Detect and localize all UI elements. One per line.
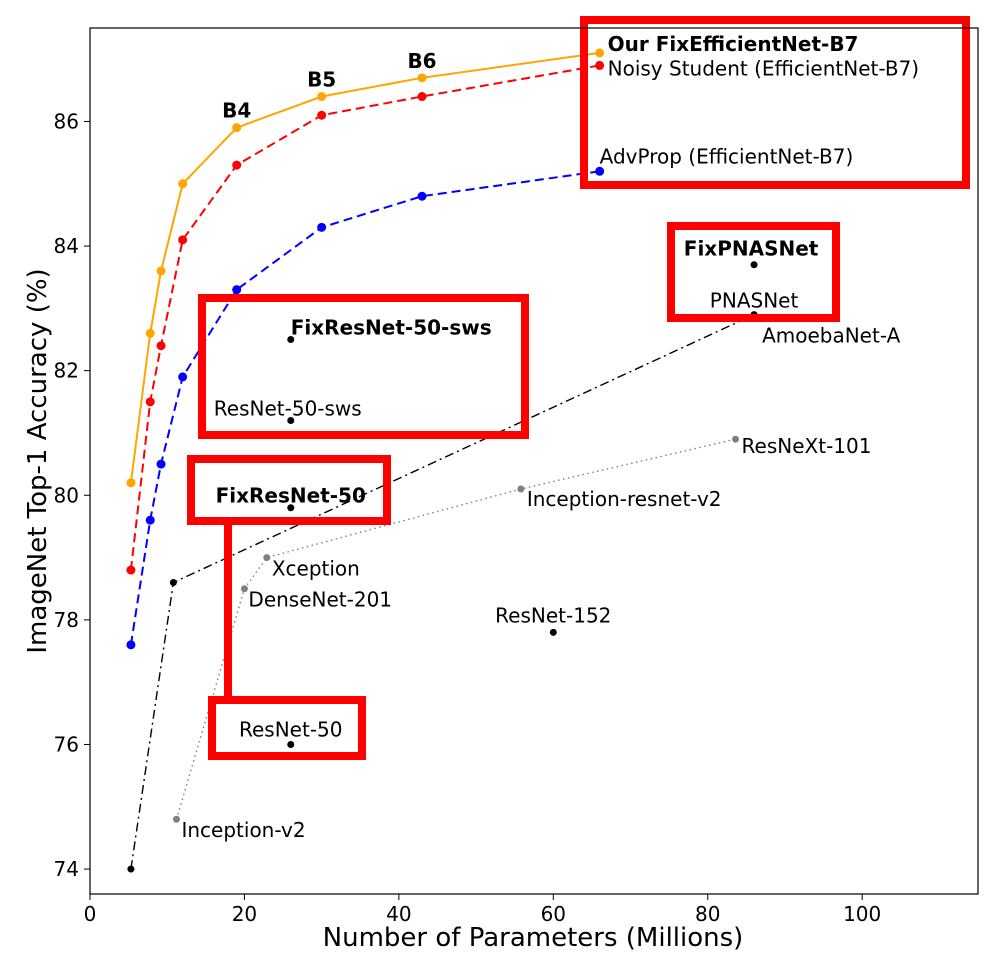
highlight-box-resnet50 — [208, 696, 366, 760]
series-point — [595, 60, 605, 70]
series-point — [317, 222, 327, 232]
series-line-1 — [129, 64, 600, 571]
model-point — [287, 417, 295, 425]
x-axis-title: Number of Parameters (Millions) — [323, 923, 744, 953]
highlight-boxes — [187, 16, 970, 760]
series-point — [517, 485, 525, 493]
annotation-label: ResNeXt-101 — [742, 434, 872, 458]
series-point — [240, 585, 248, 593]
series-point — [126, 478, 136, 488]
series-point — [126, 565, 136, 575]
series-point — [127, 865, 135, 873]
annotation-label: FixResNet-50 — [216, 484, 366, 508]
series-point — [417, 92, 427, 102]
highlight-box-efficientnet — [580, 16, 970, 189]
series-point — [595, 48, 605, 58]
model-point — [287, 504, 295, 512]
x-tick-label: 20 — [232, 902, 257, 926]
plot-area-frame — [89, 27, 979, 895]
highlight-box-pnasnet — [667, 222, 840, 322]
series-line-0 — [129, 51, 600, 483]
annotation-label: Inception-v2 — [181, 818, 305, 842]
series-point — [178, 372, 188, 382]
data-points — [126, 48, 758, 873]
annotation-label: ResNet-50-sws — [214, 397, 362, 421]
series-point — [126, 640, 136, 650]
series-point — [732, 435, 740, 443]
series-point — [232, 160, 242, 170]
y-tick-label: 78 — [54, 608, 79, 632]
annotation-label: FixPNASNet — [684, 237, 819, 261]
annotation-label: DenseNet-201 — [248, 588, 392, 612]
series-point — [169, 578, 177, 586]
series-point — [317, 110, 327, 120]
annotation-label: Inception-resnet-v2 — [527, 487, 722, 511]
annotation-label: ResNet-50 — [239, 717, 343, 741]
series-lines — [129, 51, 755, 870]
model-point — [750, 261, 758, 269]
series-point — [417, 191, 427, 201]
x-tick-label: 60 — [541, 902, 566, 926]
y-tick-label: 82 — [54, 359, 79, 383]
series-point — [145, 397, 155, 407]
annotation-label: B5 — [307, 68, 336, 92]
series-point — [145, 328, 155, 338]
annotation-label: Noisy Student (EfficientNet-B7) — [608, 56, 919, 80]
series-point — [595, 166, 605, 176]
series-line-4 — [175, 438, 736, 820]
annotation-label: PNASNet — [710, 289, 799, 313]
series-point — [172, 815, 180, 823]
annotation-label: AdvProp (EfficientNet-B7) — [600, 144, 854, 168]
annotation-label: AmoebaNet-A — [762, 324, 901, 348]
annotation-label: ResNet-152 — [495, 603, 611, 627]
series-point — [232, 123, 242, 133]
model-point — [549, 628, 557, 636]
series-point — [156, 341, 166, 351]
annotation-label: Our FixEfficientNet-B7 — [608, 32, 859, 56]
model-point — [287, 740, 295, 748]
series-point — [145, 515, 155, 525]
x-tick-label: 80 — [695, 902, 720, 926]
annotation-label: B6 — [407, 49, 436, 73]
annotation-label: Xception — [272, 557, 360, 581]
y-tick-label: 84 — [54, 234, 79, 258]
y-tick-label: 86 — [54, 109, 79, 133]
series-point — [156, 459, 166, 469]
highlight-box-resnet50-sws — [198, 294, 529, 439]
y-tick-label: 74 — [54, 857, 79, 881]
y-axis-title: ImageNet Top-1 Accuracy (%) — [23, 268, 53, 653]
y-tick-label: 76 — [54, 732, 79, 756]
axes: 0 20 40 60 80 100 74 76 78 80 82 84 86 — [54, 109, 882, 926]
y-tick-label: 80 — [54, 483, 79, 507]
series-point — [178, 179, 188, 189]
x-tick-label: 40 — [386, 902, 411, 926]
series-point — [178, 235, 188, 245]
annotation-label: B4 — [222, 99, 251, 123]
x-tick-label: 0 — [84, 902, 97, 926]
series-point — [263, 554, 271, 562]
annotation-label: FixResNet-50-sws — [291, 316, 492, 340]
series-point — [232, 285, 242, 295]
x-tick-label: 100 — [843, 902, 881, 926]
series-point — [317, 92, 327, 102]
model-point — [287, 336, 295, 344]
series-line-2 — [129, 170, 600, 645]
series-point — [156, 266, 166, 276]
series-point — [417, 73, 427, 83]
highlight-box-fixresnet50 — [187, 455, 391, 525]
